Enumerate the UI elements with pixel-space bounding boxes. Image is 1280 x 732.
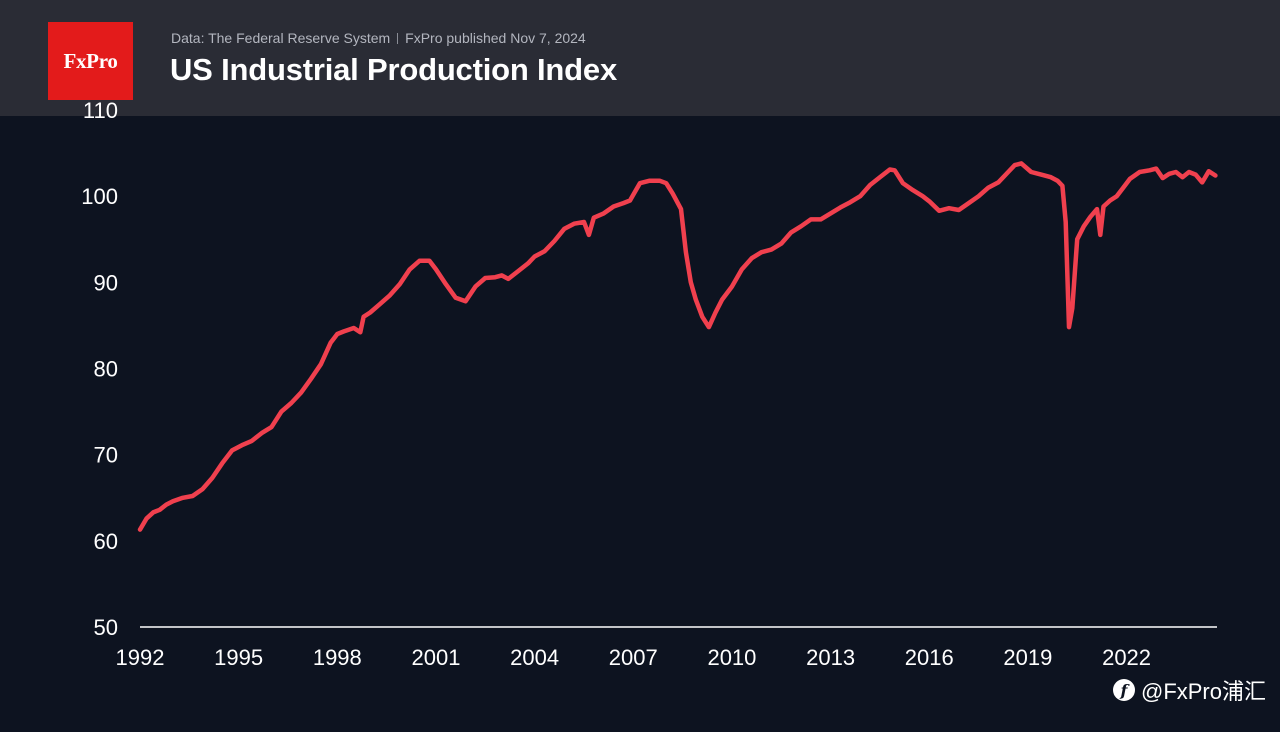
- header-bar: FxPro Data: The Federal Reserve System Fx…: [0, 0, 1280, 116]
- x-tick-label: 2022: [1102, 645, 1151, 670]
- watermark-text: @FxPro浦汇: [1140, 679, 1266, 704]
- facebook-icon: f: [1112, 679, 1135, 701]
- y-tick-label: 110: [83, 98, 118, 123]
- x-tick-label: 2016: [905, 645, 954, 670]
- x-tick-label: 2004: [510, 645, 559, 670]
- publish-info: FxPro published Nov 7, 2024: [405, 30, 586, 46]
- y-tick-label: 70: [94, 443, 118, 468]
- y-tick-label: 80: [94, 357, 118, 382]
- x-tick-label: 1992: [116, 645, 165, 670]
- x-tick-label: 2007: [609, 645, 658, 670]
- y-tick-label: 100: [81, 184, 118, 209]
- series-line-industrial-production: [137, 161, 1218, 532]
- data-source: Data: The Federal Reserve System: [171, 30, 391, 46]
- x-tick-label: 2019: [1003, 645, 1052, 670]
- x-tick-label: 2013: [806, 645, 855, 670]
- y-tick-label: 60: [94, 529, 118, 554]
- chart-title: US Industrial Production Index: [170, 52, 617, 87]
- y-tick-label: 50: [94, 615, 118, 640]
- y-tick-label: 90: [94, 270, 118, 295]
- x-axis-ticks: 1992 1995 1998 2001 2004 2007 2010 2013 2016 2019…: [116, 645, 1152, 670]
- x-tick-label: 1995: [214, 645, 263, 670]
- y-axis-ticks: 50 60 70 80 90 100 110: [81, 98, 118, 640]
- watermark: f @FxPro浦汇: [1112, 674, 1266, 706]
- x-tick-label: 2001: [411, 645, 460, 670]
- meta-separator: [397, 33, 399, 44]
- x-tick-label: 2010: [707, 645, 756, 670]
- chart-meta: Data: The Federal Reserve System FxPro pu…: [171, 30, 586, 46]
- fxpro-logo[interactable]: FxPro: [48, 22, 133, 100]
- x-tick-label: 1998: [313, 645, 362, 670]
